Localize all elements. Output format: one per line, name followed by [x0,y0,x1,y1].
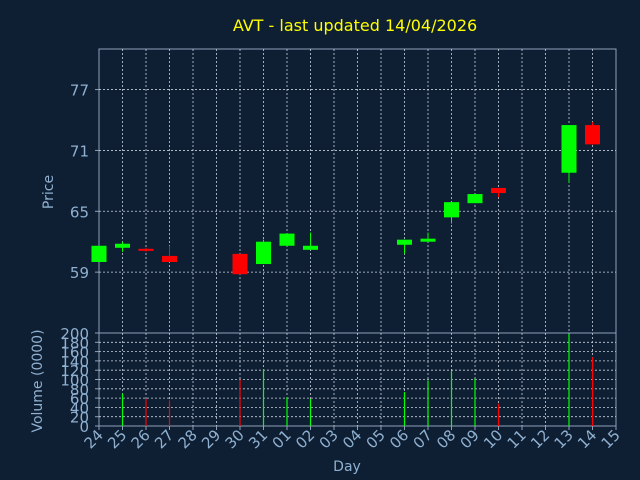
volume-tick-label: 40 [70,399,89,417]
volume-bar-14 [591,357,594,426]
candle-body-31 [256,241,271,265]
volume-tick-label: 120 [60,362,89,380]
volume-bar-02 [309,399,312,426]
candle-body-13 [561,125,577,173]
volume-bar-13 [568,333,570,426]
candle-body-24 [91,245,107,262]
volume-bar-08 [450,371,453,426]
price-axis-label: Price [41,175,57,209]
chart-title: AVT - last updated 14/04/2026 [233,16,477,35]
volume-tick-label: 140 [60,353,89,371]
volume-bar-31 [262,369,265,426]
candle-body-08 [444,202,459,218]
volume-tick-label: 80 [70,381,89,399]
volume-bar-07 [427,380,429,426]
volume-bar-10 [497,403,500,426]
candle-body-27 [162,255,177,262]
candle-body-26 [138,248,154,251]
candle-body-09 [467,194,483,204]
candle-body-25 [115,243,130,248]
volume-bar-30 [239,379,241,426]
candle-body-01 [279,233,295,246]
volume-tick-label: 0 [79,418,89,436]
price-tick-label: 59 [70,264,89,282]
price-panel: 59 65 71 77 [70,48,617,334]
volume-bar-09 [474,378,476,426]
price-tick-label: 71 [70,142,89,160]
price-tick-label: 77 [70,82,89,100]
volume-tick-label: 200 [60,325,89,343]
volume-bar-27 [168,400,171,426]
candle-body-14 [585,125,600,145]
volume-bar-06 [403,392,406,426]
volume-bar-26 [145,399,147,426]
price-tick-label: 65 [70,203,89,221]
volume-tick-label: 180 [60,334,89,352]
volume-tick-label: 160 [60,344,89,362]
candle-body-02 [303,245,318,250]
volume-tick-label: 60 [70,390,89,408]
candle-body-30 [232,253,248,275]
candle-body-07 [420,238,436,242]
candle-body-10 [491,187,506,194]
day-axis-label: Day [333,459,361,475]
volume-bar-01 [286,397,288,426]
volume-tick-label: 100 [60,372,89,390]
volume-bar-25 [121,393,124,426]
candle-body-06 [397,239,412,245]
volume-axis-label: Volume (0000) [30,329,46,432]
volume-tick-label: 20 [70,409,89,427]
